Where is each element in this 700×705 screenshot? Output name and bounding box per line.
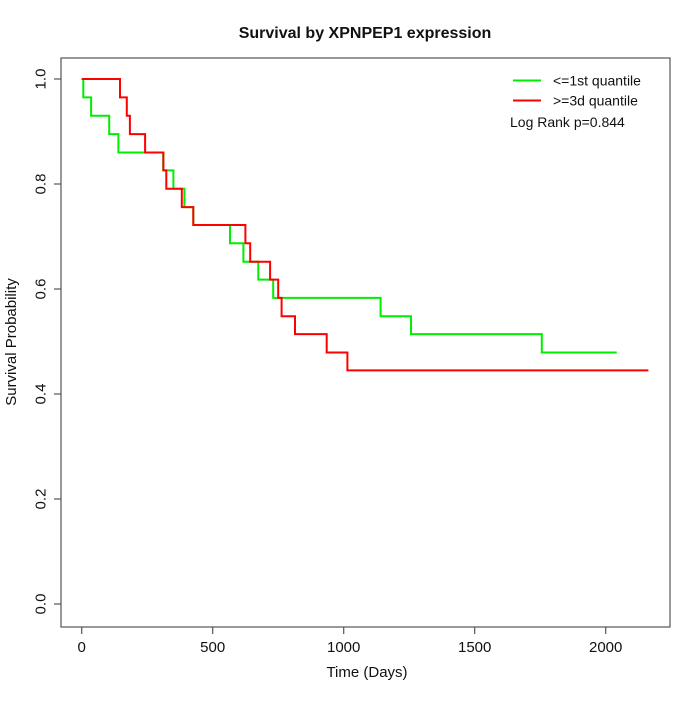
y-tick-label: 0.6 xyxy=(33,279,50,300)
y-tick-label: 0.0 xyxy=(33,594,50,615)
legend: <=1st quantile >=3d quantile Log Rank p=… xyxy=(510,73,641,131)
y-axis-label: Survival Probability xyxy=(3,278,20,406)
x-tick-label: 1000 xyxy=(327,639,360,656)
survival-curve-red xyxy=(81,78,649,372)
axis-ticks: 0 500 1000 1500 2000 0.0 0.2 0.4 0.6 0.8 1.0 xyxy=(33,69,623,656)
y-tick-label: 0.8 xyxy=(33,174,50,195)
y-tick-label: 0.2 xyxy=(33,489,50,510)
y-tick-label: 0.4 xyxy=(33,384,50,405)
legend-label-first-quantile: <=1st quantile xyxy=(553,73,641,89)
x-tick-label: 0 xyxy=(78,639,86,656)
chart-title: Survival by XPNPEP1 expression xyxy=(239,25,492,42)
y-tick-label: 1.0 xyxy=(33,69,50,90)
x-tick-label: 500 xyxy=(200,639,225,656)
survival-curves xyxy=(81,78,649,372)
plot-box xyxy=(60,57,671,628)
legend-label-third-quantile: >=3d quantile xyxy=(553,93,638,109)
log-rank-pvalue: Log Rank p=0.844 xyxy=(510,114,625,130)
x-tick-label: 2000 xyxy=(589,639,622,656)
x-axis-label: Time (Days) xyxy=(326,664,407,681)
x-tick-label: 1500 xyxy=(458,639,491,656)
